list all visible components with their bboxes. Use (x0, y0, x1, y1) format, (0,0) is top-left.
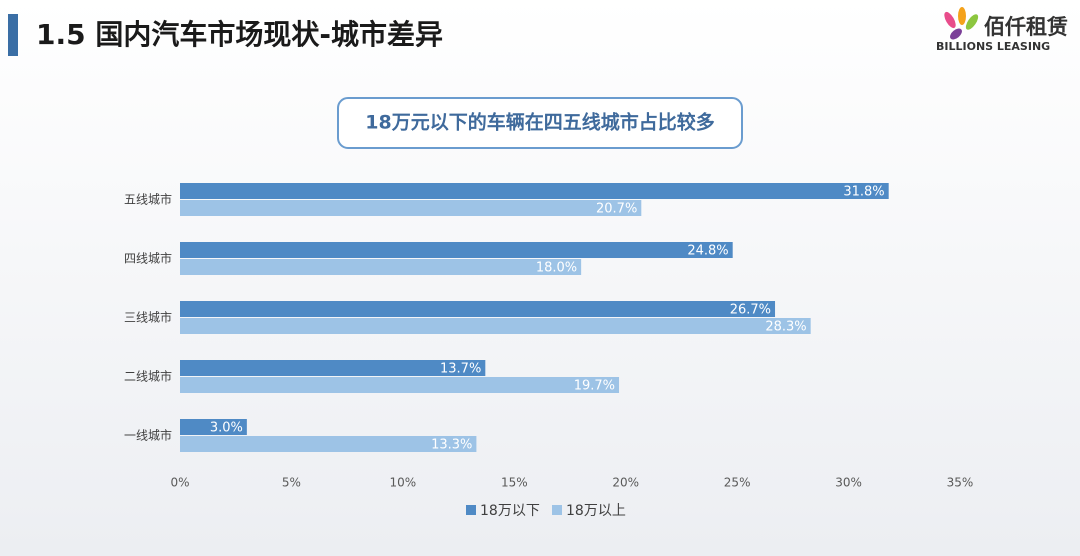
x-tick-label: 20% (612, 476, 639, 490)
bar (180, 301, 776, 317)
y-tick-label: 二线城市 (124, 369, 172, 384)
bar (180, 200, 642, 216)
x-tick-label: 10% (390, 476, 417, 490)
legend-label: 18万以下 (480, 503, 540, 519)
value-label: 31.8% (843, 185, 884, 200)
bar (180, 377, 620, 393)
bar (180, 360, 486, 376)
value-label: 13.7% (440, 362, 481, 377)
x-tick-label: 5% (282, 476, 301, 490)
x-tick-label: 25% (724, 476, 751, 490)
value-label: 24.8% (687, 244, 728, 259)
bar (180, 259, 582, 275)
chart-title-box (337, 97, 743, 149)
bar (180, 242, 733, 258)
chart-title: 18万元以下的车辆在四五线城市占比较多 (365, 111, 714, 134)
bar (180, 436, 477, 452)
value-label: 3.0% (210, 421, 243, 436)
legend-swatch (552, 505, 562, 515)
y-tick-label: 四线城市 (124, 251, 172, 266)
legend-label: 18万以上 (566, 503, 626, 519)
value-label: 13.3% (431, 438, 472, 453)
value-label: 26.7% (730, 303, 771, 318)
value-label: 19.7% (574, 379, 615, 394)
bar (180, 419, 247, 435)
logo-icon (944, 7, 979, 40)
value-label: 20.7% (596, 202, 637, 217)
legend-swatch (466, 505, 476, 515)
x-tick-label: 30% (835, 476, 862, 490)
x-tick-label: 0% (170, 476, 189, 490)
value-label: 18.0% (536, 261, 577, 276)
y-tick-label: 五线城市 (124, 192, 172, 207)
value-label: 28.3% (765, 320, 806, 335)
y-tick-label: 三线城市 (124, 310, 172, 325)
logo-text: 佰仟租赁 (984, 15, 1068, 39)
bar (180, 318, 811, 334)
slide-title: 1.5 国内汽车市场现状-城市差异 (36, 18, 443, 51)
bar (180, 183, 889, 199)
logo-subtext: BILLIONS LEASING (936, 40, 1050, 53)
header-accent (8, 14, 18, 56)
x-tick-label: 35% (947, 476, 974, 490)
x-tick-label: 15% (501, 476, 528, 490)
y-tick-label: 一线城市 (124, 428, 172, 443)
